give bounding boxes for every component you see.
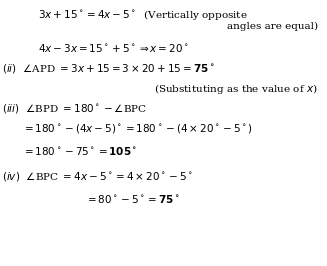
Text: $(iii)$  $\angle$BPD $= 180^\circ - \angle$BPC: $(iii)$ $\angle$BPD $= 180^\circ - \angl… bbox=[2, 102, 147, 115]
Text: $3x + 15^\circ = 4x - 5^\circ$  (Vertically opposite: $3x + 15^\circ = 4x - 5^\circ$ (Vertical… bbox=[38, 8, 248, 22]
Text: $= 180^\circ - (4x - 5)^\circ = 180^\circ - (4 \times 20^\circ - 5^\circ)$: $= 180^\circ - (4x - 5)^\circ = 180^\cir… bbox=[22, 122, 253, 135]
Text: (Substituting as the value of $x$): (Substituting as the value of $x$) bbox=[154, 82, 318, 96]
Text: angles are equal): angles are equal) bbox=[227, 22, 318, 31]
Text: $(ii)$  $\angle$APD $= 3x + 15 = 3 \times 20 + 15 = \mathbf{75^\circ}$: $(ii)$ $\angle$APD $= 3x + 15 = 3 \times… bbox=[2, 62, 215, 75]
Text: $(iv)$  $\angle$BPC $= 4x - 5^\circ = 4 \times 20^\circ - 5^\circ$: $(iv)$ $\angle$BPC $= 4x - 5^\circ = 4 \… bbox=[2, 170, 193, 183]
Text: $= 80^\circ - 5^\circ = \mathbf{75^\circ}$: $= 80^\circ - 5^\circ = \mathbf{75^\circ… bbox=[85, 193, 180, 205]
Text: $4x - 3x = 15^\circ + 5^\circ \Rightarrow x = 20^\circ$: $4x - 3x = 15^\circ + 5^\circ \Rightarro… bbox=[38, 42, 189, 54]
Text: $= 180^\circ - 75^\circ = \mathbf{105^\circ}$: $= 180^\circ - 75^\circ = \mathbf{105^\c… bbox=[22, 145, 137, 157]
